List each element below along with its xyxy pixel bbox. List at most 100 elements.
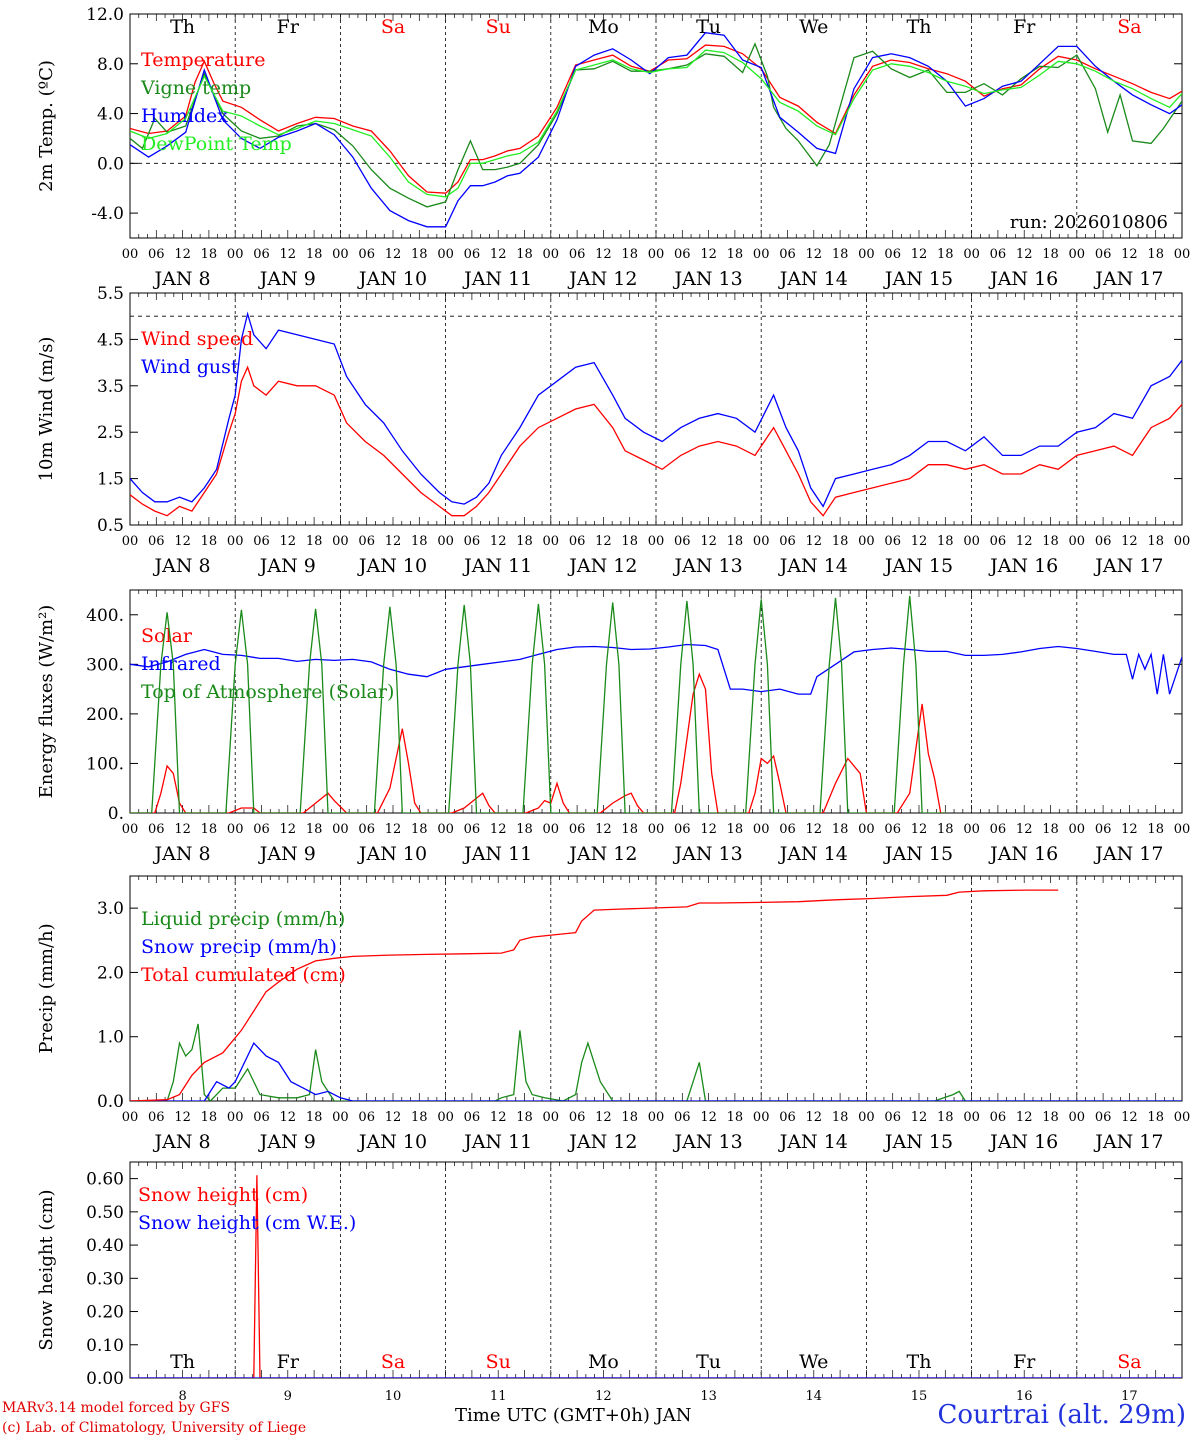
precip-legend-1: Snow precip (mm/h) (141, 936, 337, 958)
precip-hour-label: 06 (358, 1110, 375, 1125)
wind-date-label: JAN 17 (1093, 555, 1163, 577)
wind-hour-label: 00 (332, 534, 349, 549)
temperature-hour-label: 00 (122, 247, 139, 262)
energy-hour-label: 12 (1121, 822, 1138, 837)
wind-hour-label: 00 (543, 534, 560, 549)
snow-ytick-label: 0.50 (86, 1203, 124, 1223)
energy-hour-label: 12 (490, 822, 507, 837)
snow-ytick-label: 0.60 (86, 1170, 124, 1190)
precip-date-label: JAN 12 (567, 1131, 637, 1153)
temperature-series-humidex (130, 32, 1182, 228)
wind-hour-label: 12 (490, 534, 507, 549)
energy-date-label: JAN 15 (883, 843, 953, 865)
temperature-hour-label: 06 (884, 247, 901, 262)
temperature-date-label: JAN 16 (988, 268, 1058, 290)
precip-hour-label: 18 (621, 1110, 638, 1125)
energy-date-label: JAN 14 (778, 843, 848, 865)
snow-legend-1: Snow height (cm W.E.) (138, 1212, 356, 1234)
energy-hour-label: 18 (937, 822, 954, 837)
day-number-label: 11 (490, 1389, 507, 1404)
precip-hour-label: 18 (201, 1110, 218, 1125)
precip-hour-label: 18 (411, 1110, 428, 1125)
snow-weekday-label: Tu (696, 1351, 721, 1373)
temperature-hour-label: 12 (911, 247, 928, 262)
wind-hour-label: 06 (253, 534, 270, 549)
energy-hour-label: 12 (911, 822, 928, 837)
wind-hour-label: 06 (779, 534, 796, 549)
snow-weekday-label: Th (907, 1351, 932, 1373)
energy-hour-label: 06 (148, 822, 165, 837)
temperature-hour-label: 18 (937, 247, 954, 262)
energy-hour-label: 12 (700, 822, 717, 837)
wind-hour-label: 12 (1016, 534, 1033, 549)
energy-hour-label: 12 (1016, 822, 1033, 837)
wind-hour-label: 00 (648, 534, 665, 549)
precip-hour-label: 18 (306, 1110, 323, 1125)
precip-date-label: JAN 13 (673, 1131, 743, 1153)
precip-date-label: JAN 9 (258, 1131, 316, 1153)
temperature-date-label: JAN 8 (153, 268, 211, 290)
precip-hour-label: 00 (437, 1110, 454, 1125)
energy-hour-label: 12 (174, 822, 191, 837)
energy-series-infrared (130, 643, 1182, 695)
precip-hour-label: 18 (1042, 1110, 1059, 1125)
wind-date-label: JAN 8 (153, 555, 211, 577)
precip-hour-label: 00 (858, 1110, 875, 1125)
temperature-legend-0: Temperature (141, 49, 265, 71)
energy-hour-label: 12 (595, 822, 612, 837)
day-number-label: 15 (911, 1389, 928, 1404)
energy-date-label: JAN 11 (462, 843, 532, 865)
wind-date-label: JAN 14 (778, 555, 848, 577)
temperature-hour-label: 06 (674, 247, 691, 262)
energy-hour-label: 00 (332, 822, 349, 837)
temperature-hour-label: 18 (1147, 247, 1164, 262)
model-credit: MARv3.14 model forced by GFS (2, 1400, 231, 1416)
temperature-hour-label: 00 (543, 247, 560, 262)
energy-hour-label: 06 (884, 822, 901, 837)
wind-hour-label: 12 (595, 534, 612, 549)
wind-hour-label: 06 (569, 534, 586, 549)
precip-legend-0: Liquid precip (mm/h) (141, 908, 345, 930)
precip-y-axis-title: Precip (mm/h) (36, 923, 57, 1053)
wind-legend-1: Wind gust (141, 356, 239, 378)
snow-weekday-label: We (799, 1351, 828, 1373)
energy-ytick-label: 0. (108, 804, 124, 824)
snow-series-snow-height-cm- (130, 1175, 1182, 1378)
energy-hour-label: 06 (358, 822, 375, 837)
panel-wind: 0.5 1.5 2.5 3.5 4.5 5.5 10m Wind (m/s) 00 06 12 18… (36, 284, 1190, 577)
energy-hour-label: 06 (674, 822, 691, 837)
energy-hour-label: 18 (1147, 822, 1164, 837)
precip-hour-label: 12 (1016, 1110, 1033, 1125)
snow-ytick-label: 0.00 (86, 1369, 124, 1389)
wind-hour-label: 00 (1069, 534, 1086, 549)
energy-date-label: JAN 13 (673, 843, 743, 865)
panel-energy: 0. 100. 200. 300. 400. Energy fluxes (W/m²) 00… (36, 589, 1190, 865)
precip-legend-2: Total cumulated (cm) (141, 964, 346, 986)
x-axis-title: Time UTC (GMT+0h) JAN (455, 1405, 692, 1426)
temperature-weekday-label: Th (170, 16, 195, 38)
wind-hour-label: 00 (963, 534, 980, 549)
precip-ytick-label: 1.0 (97, 1028, 124, 1048)
precip-hour-label: 00 (648, 1110, 665, 1125)
precip-ytick-label: 3.0 (97, 899, 124, 919)
temperature-hour-label: 06 (464, 247, 481, 262)
energy-hour-label: 06 (464, 822, 481, 837)
temperature-hour-label: 18 (201, 247, 218, 262)
energy-hour-label: 12 (806, 822, 823, 837)
day-number-label: 13 (700, 1389, 717, 1404)
wind-ytick-label: 0.5 (97, 516, 124, 536)
wind-hour-label: 00 (1174, 534, 1191, 549)
temperature-series-dewpoint-temp (130, 49, 1182, 198)
temperature-weekday-label: Sa (1117, 16, 1141, 38)
precip-hour-label: 06 (779, 1110, 796, 1125)
precip-hour-label: 12 (806, 1110, 823, 1125)
snow-ytick-label: 0.20 (86, 1303, 124, 1323)
wind-hour-label: 00 (753, 534, 770, 549)
precip-hour-label: 12 (385, 1110, 402, 1125)
energy-hour-label: 12 (280, 822, 297, 837)
precip-hour-label: 00 (122, 1110, 139, 1125)
temperature-legend-3: DewPoint Temp (141, 133, 292, 155)
temperature-hour-label: 18 (1042, 247, 1059, 262)
precip-hour-label: 12 (490, 1110, 507, 1125)
temperature-hour-label: 12 (174, 247, 191, 262)
